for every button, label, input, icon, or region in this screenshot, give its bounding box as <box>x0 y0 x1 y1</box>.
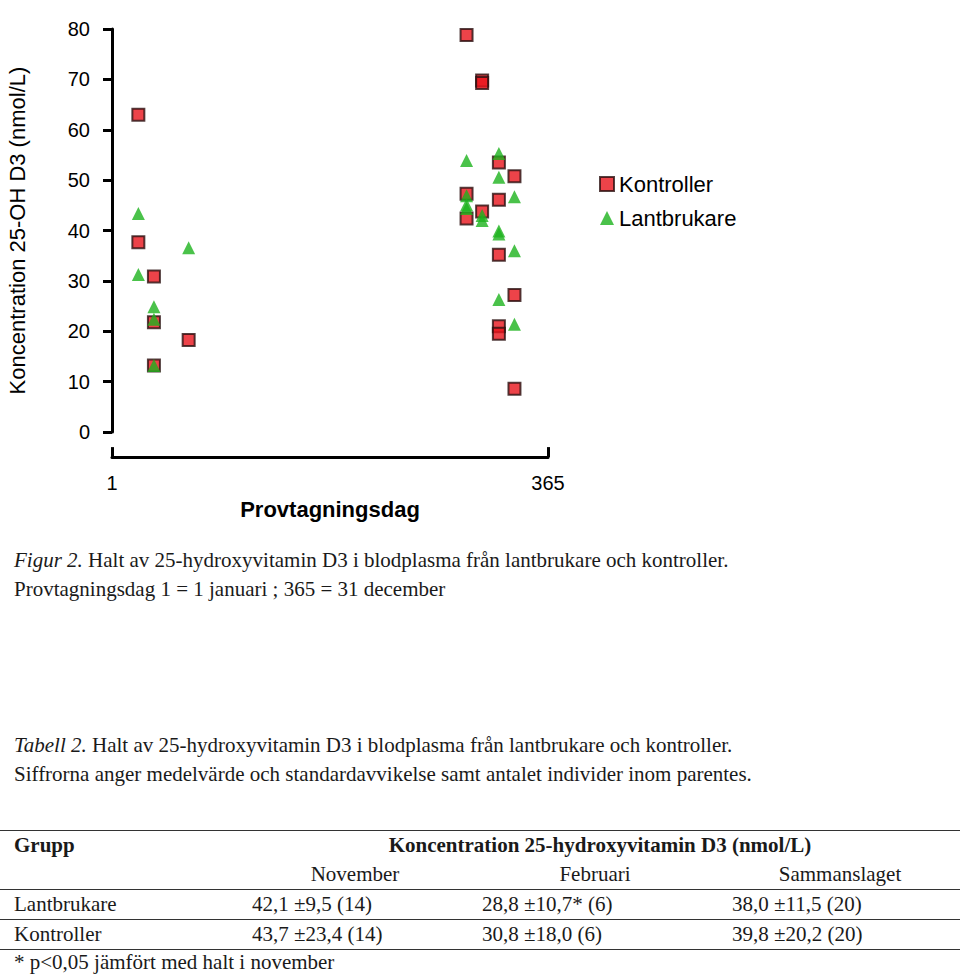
svg-text:Lantbrukare: Lantbrukare <box>619 206 736 231</box>
svg-text:40: 40 <box>68 220 90 242</box>
svg-text:1: 1 <box>106 472 117 494</box>
html-text:Kontroller: Kontroller <box>14 922 102 946</box>
svg-text:80: 80 <box>68 18 90 40</box>
html-text:Februari: Februari <box>559 862 631 886</box>
html-text:Lantbrukare: Lantbrukare <box>14 892 117 916</box>
html-text:Koncentration 25-hydroxyvitami: Koncentration 25-hydroxyvitamin D3 (nmol… <box>388 833 812 857</box>
svg-text:10: 10 <box>68 371 90 393</box>
svg-text:Kontroller: Kontroller <box>619 172 713 197</box>
html-text:November: November <box>310 862 400 886</box>
html-text:30,8 ±18,0 (6): 30,8 ±18,0 (6) <box>482 922 602 946</box>
svg-text:50: 50 <box>68 169 90 191</box>
html-text:42,1 ±9,5 (14): 42,1 ±9,5 (14) <box>252 892 372 916</box>
html-text:Grupp: Grupp <box>14 833 75 857</box>
svg-text:Koncentration 25-OH D3 (nmol/L: Koncentration 25-OH D3 (nmol/L) <box>5 67 30 395</box>
html-text:38,0 ±11,5 (20): 38,0 ±11,5 (20) <box>732 892 862 916</box>
svg-text:365: 365 <box>531 472 564 494</box>
html-text:* p<0,05 jämfört med halt i no: * p<0,05 jämfört med halt i november <box>14 950 335 974</box>
svg-text:Provtagningsdag: Provtagningsdag <box>240 497 420 522</box>
html-text:Sammanslaget: Sammanslaget <box>778 862 902 886</box>
html-text:Siffrorna anger medelvärde och: Siffrorna anger medelvärde och standarda… <box>14 762 752 786</box>
html-text:Tabell 2. Halt av 25-hydroxyvi: Tabell 2. Halt av 25-hydroxyvitamin D3 i… <box>14 733 733 757</box>
svg-text:60: 60 <box>68 119 90 141</box>
html-text:Provtagningsdag 1 = 1 januari: Provtagningsdag 1 = 1 januari ; 365 = 31… <box>14 577 446 601</box>
html-text:43,7 ±23,4 (14): 43,7 ±23,4 (14) <box>252 922 383 946</box>
svg-text:20: 20 <box>68 320 90 342</box>
html-text:39,8 ±20,2 (20): 39,8 ±20,2 (20) <box>732 922 863 946</box>
html-text:Figur 2. Halt av 25-hydroxyvit: Figur 2. Halt av 25-hydroxyvitamin D3 i … <box>14 548 729 572</box>
html-text:28,8 ±10,7* (6): 28,8 ±10,7* (6) <box>482 892 613 916</box>
svg-text:0: 0 <box>79 421 90 443</box>
svg-text:70: 70 <box>68 68 90 90</box>
svg-text:30: 30 <box>68 270 90 292</box>
